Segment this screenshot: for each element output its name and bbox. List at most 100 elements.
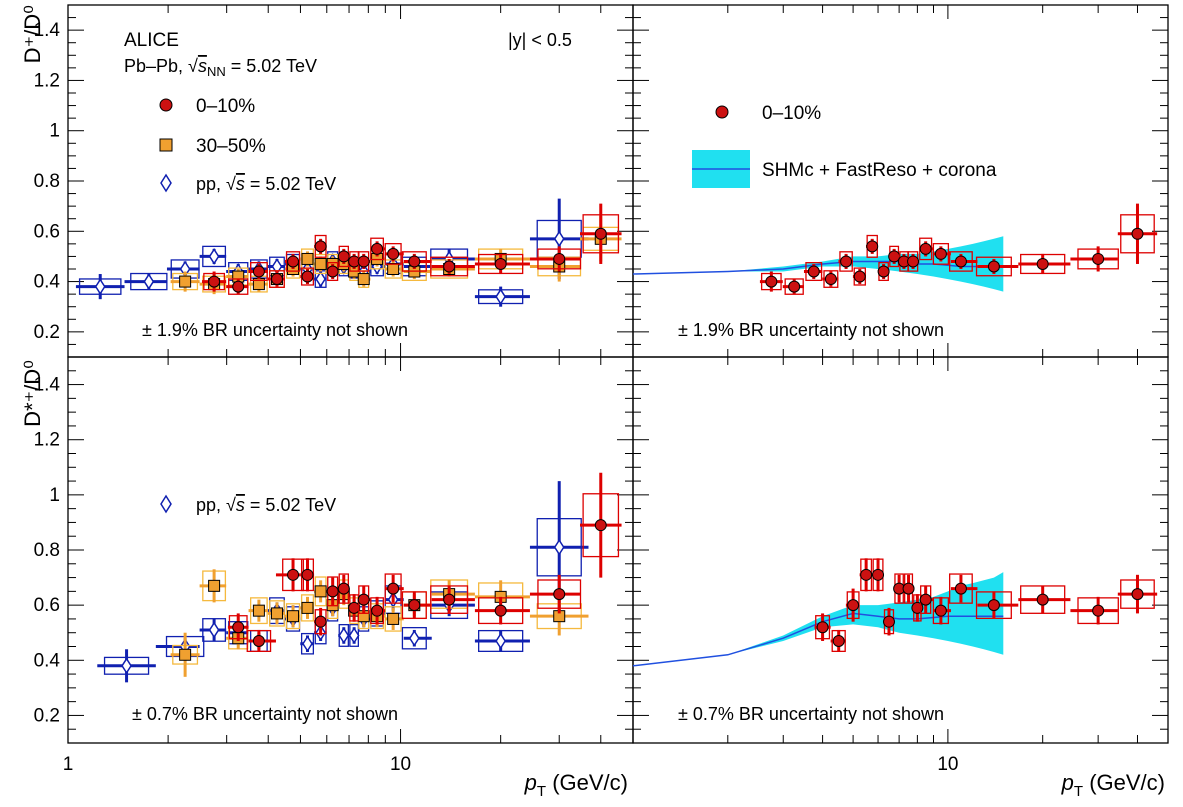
system-prefix: Pb–Pb, bbox=[124, 56, 188, 76]
bottom-left-central-point bbox=[232, 621, 245, 634]
bottom-left-central-point bbox=[252, 634, 265, 647]
legend-semi-label: 30–50% bbox=[196, 136, 266, 157]
top-left-central-point bbox=[232, 280, 245, 293]
br-note-bottom-left: ± 0.7% BR uncertainty not shown bbox=[132, 704, 398, 724]
bottom-right-central-point bbox=[1092, 604, 1105, 617]
bottom-left-xtick-label: 1 bbox=[63, 754, 74, 775]
top-left-central-point bbox=[553, 252, 566, 265]
xlabel-right-p: p bbox=[1061, 770, 1074, 795]
bottom-left-semi-point bbox=[287, 610, 300, 623]
bottom-right-xtick-label: 10 bbox=[937, 754, 958, 775]
top-left-semi-point bbox=[301, 252, 314, 265]
legend-bl-pp-label: pp, √s = 5.02 TeV bbox=[196, 495, 336, 515]
bottom-left-pp-point bbox=[495, 632, 507, 650]
panel-bottom-right: 10 bbox=[632, 356, 1169, 775]
top-left-ytick-label: 1.2 bbox=[34, 70, 60, 91]
top-left-pp-point bbox=[208, 248, 220, 265]
top-left-central-point bbox=[337, 250, 350, 263]
system-sqrt: √ bbox=[188, 56, 198, 76]
legend-bl-pp-sqrt: √ bbox=[226, 495, 236, 515]
system-label: Pb–Pb, √sNN = 5.02 TeV bbox=[124, 56, 317, 79]
top-right-central-point bbox=[807, 265, 820, 278]
bottom-left-semi-point bbox=[301, 601, 314, 614]
bottom-left-central-point bbox=[337, 582, 350, 595]
bottom-right-central-point bbox=[872, 568, 885, 581]
top-left-central-point bbox=[326, 265, 339, 278]
xlabel-right-sub: T bbox=[1074, 783, 1083, 800]
bottom-left-central-point bbox=[301, 568, 314, 581]
bottom-left-ytick-label: 0.2 bbox=[34, 705, 60, 726]
bottom-left-central-point bbox=[553, 588, 566, 601]
xlabel-left-unit: (GeV/c) bbox=[546, 770, 628, 795]
bottom-left-ytick-label: 0.6 bbox=[34, 595, 60, 616]
top-right-central-point bbox=[987, 260, 1000, 273]
legend-pp-prefix: pp, bbox=[196, 174, 226, 194]
bottom-left-ytick-label: 0.8 bbox=[34, 540, 60, 561]
panel-top-left: 0.2 0.4 0.6 0.8 1 1.2 1.4 bbox=[34, 4, 634, 358]
bottom-left-pp-point bbox=[208, 621, 220, 639]
top-right-central-point bbox=[765, 275, 778, 288]
bottom-left-semi-point bbox=[314, 585, 327, 598]
top-left-semi-point bbox=[314, 257, 327, 270]
bottom-right-central-point bbox=[816, 621, 829, 634]
bottom-right-central-point bbox=[1036, 593, 1049, 606]
bottom-right-central-point bbox=[1131, 588, 1144, 601]
legend-semi-marker bbox=[159, 138, 173, 152]
ylabel-top: D⁺/D⁰ bbox=[20, 5, 45, 64]
top-right-central-point bbox=[934, 247, 947, 260]
top-left-pp-point bbox=[553, 230, 565, 248]
top-left-semi-point bbox=[357, 273, 370, 286]
bottom-left-central-point bbox=[494, 604, 507, 617]
br-note-top-right: ± 1.9% BR uncertainty not shown bbox=[678, 320, 944, 340]
bottom-left-semi-point bbox=[270, 607, 283, 620]
bottom-left-pp-point bbox=[408, 629, 420, 647]
system-sub: NN bbox=[207, 64, 226, 79]
legend-bl-pp-energy: = 5.02 TeV bbox=[245, 495, 336, 515]
bottom-left-central-point bbox=[287, 568, 300, 581]
top-left-central-point bbox=[208, 275, 221, 288]
legend-bl-pp-marker bbox=[160, 494, 172, 514]
top-left-semi-point bbox=[387, 263, 400, 275]
top-right-central-point bbox=[853, 270, 866, 283]
top-right-central-point bbox=[1131, 227, 1144, 240]
top-left-central-point bbox=[357, 255, 370, 268]
xlabel-left: pT (GeV/c) bbox=[524, 770, 628, 800]
top-left-semi-point bbox=[179, 275, 192, 288]
top-right-central-point bbox=[840, 255, 853, 268]
bottom-left-central-point bbox=[443, 593, 456, 606]
bottom-left-semi-point bbox=[252, 604, 265, 617]
top-left-central-point bbox=[594, 227, 607, 240]
top-left-central-point bbox=[252, 265, 265, 278]
xlabel-left-p: p bbox=[524, 770, 537, 795]
br-note-bottom-right: ± 0.7% BR uncertainty not shown bbox=[678, 704, 944, 724]
bottom-left-central-point bbox=[371, 604, 384, 617]
legend-central-marker bbox=[159, 98, 173, 112]
legend-top-left: 0–10% 30–50% pp, √s = 5.02 TeV bbox=[159, 96, 336, 194]
legend-bl-pp-s: s bbox=[236, 495, 245, 515]
bottom-left-xtick-label: 10 bbox=[390, 754, 411, 775]
legend-tr-central-label: 0–10% bbox=[762, 103, 821, 124]
system-s: s bbox=[198, 56, 207, 76]
top-right-central-point bbox=[866, 240, 879, 253]
top-right-central-point bbox=[907, 255, 920, 268]
bottom-right-central-point bbox=[987, 599, 1000, 612]
bottom-right-central-point bbox=[860, 568, 873, 581]
top-left-central-point bbox=[371, 242, 384, 255]
bottom-left-central-point bbox=[314, 615, 327, 628]
bottom-right-central-point bbox=[934, 604, 947, 617]
bottom-left-central-point bbox=[408, 599, 421, 612]
top-left-pp-point bbox=[143, 273, 155, 290]
bottom-left-central-point bbox=[387, 582, 400, 595]
top-left-central-point bbox=[270, 273, 283, 286]
legend-pp-s: s bbox=[236, 174, 245, 194]
top-left-ytick-label: 0.2 bbox=[34, 322, 60, 343]
xlabel-right: pT (GeV/c) bbox=[1061, 770, 1165, 800]
bottom-left-central-point bbox=[348, 601, 361, 614]
top-right-central-point bbox=[888, 250, 901, 263]
legend-bl-pp-prefix: pp, bbox=[196, 495, 226, 515]
bottom-left-central-point bbox=[326, 585, 339, 598]
top-right-central-point bbox=[788, 280, 801, 293]
top-left-pp-point bbox=[94, 278, 106, 295]
legend-pp-label: pp, √s = 5.02 TeV bbox=[196, 174, 336, 194]
bottom-left-ytick-label: 0.4 bbox=[34, 650, 61, 671]
